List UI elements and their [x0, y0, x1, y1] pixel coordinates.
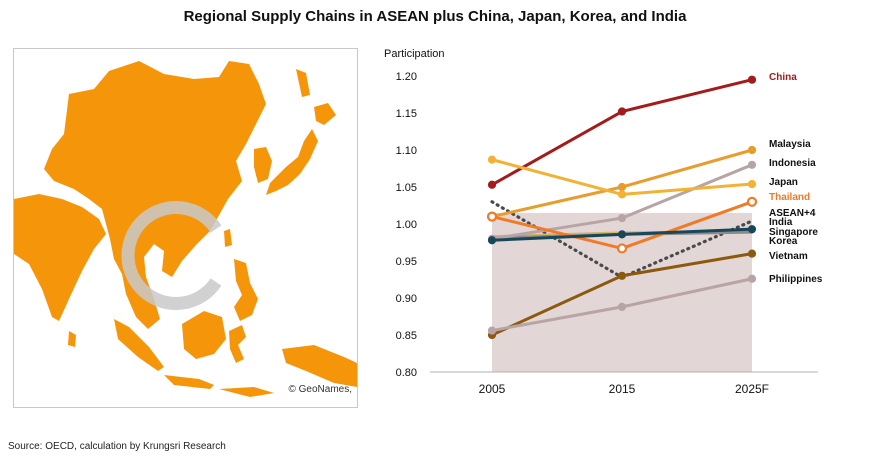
y-tick-label: 0.90 [396, 293, 417, 305]
x-tick-label: 2005 [479, 382, 506, 396]
asia-map: © GeoNames, [13, 48, 358, 408]
data-point [617, 107, 627, 116]
data-point [747, 75, 757, 84]
watermark-arc [121, 201, 222, 310]
data-point [747, 225, 757, 234]
data-point [487, 180, 497, 189]
sulawesi-landmass [229, 325, 246, 363]
y-tick-label: 0.95 [396, 256, 417, 268]
data-point [747, 179, 757, 189]
data-point [747, 145, 757, 155]
new-guinea-landmass [282, 345, 357, 387]
y-tick-label: 1.05 [396, 182, 417, 194]
data-point [617, 190, 627, 199]
series-label: China [769, 72, 797, 83]
y-tick-label: 1.20 [396, 71, 417, 83]
borneo-landmass [182, 311, 226, 359]
korea-landmass [254, 147, 272, 183]
series-label: Indonesia [769, 158, 816, 169]
java-landmass [164, 375, 214, 389]
series-label: India [769, 217, 793, 228]
x-tick-label: 2015 [609, 382, 636, 396]
data-point [616, 243, 628, 254]
y-tick-label: 1.15 [396, 108, 417, 120]
data-point [617, 230, 627, 239]
series-label: Singapore [769, 227, 818, 238]
india-landmass [14, 194, 106, 321]
data-point [487, 326, 497, 335]
data-point [747, 160, 757, 169]
series-label: Philippines [769, 274, 823, 285]
data-point [617, 213, 627, 223]
series-label: Korea [769, 236, 798, 247]
japan-landmass [266, 129, 318, 195]
sri-lanka-landmass [68, 331, 76, 347]
data-point [747, 249, 757, 258]
data-point [747, 274, 757, 283]
map-credit: © GeoNames, [288, 384, 352, 395]
mainland-landmass [44, 61, 266, 329]
series-label: Japan [769, 177, 798, 188]
sakhalin-landmass [296, 69, 310, 97]
philippines-landmass [234, 259, 258, 321]
data-point [617, 182, 627, 192]
data-point [486, 211, 498, 222]
series-label: ASEAN+4 [769, 208, 816, 219]
y-tick-label: 0.85 [396, 330, 417, 342]
y-axis-label: Participation [384, 48, 445, 60]
data-point [617, 302, 627, 311]
series-label: Thailand [769, 192, 810, 203]
y-tick-label: 1.00 [396, 219, 417, 231]
chart-title: Regional Supply Chains in ASEAN plus Chi… [183, 8, 687, 25]
lesser-sunda-landmass [219, 387, 274, 397]
series-label: Vietnam [769, 251, 808, 262]
y-tick-label: 1.10 [396, 145, 417, 157]
source-note: Source: OECD, calculation by Krungsri Re… [8, 441, 226, 452]
x-tick-label: 2025F [735, 382, 769, 396]
data-point [487, 155, 497, 164]
y-tick-label: 0.80 [396, 367, 417, 379]
data-point [617, 271, 627, 280]
land-masses [14, 61, 357, 397]
map-graphic [14, 61, 357, 397]
sumatra-landmass [114, 319, 164, 371]
data-point [746, 196, 758, 207]
hokkaido-landmass [314, 103, 336, 125]
data-point [487, 236, 497, 245]
series-label: Malaysia [769, 139, 811, 150]
taiwan-landmass [224, 229, 232, 247]
